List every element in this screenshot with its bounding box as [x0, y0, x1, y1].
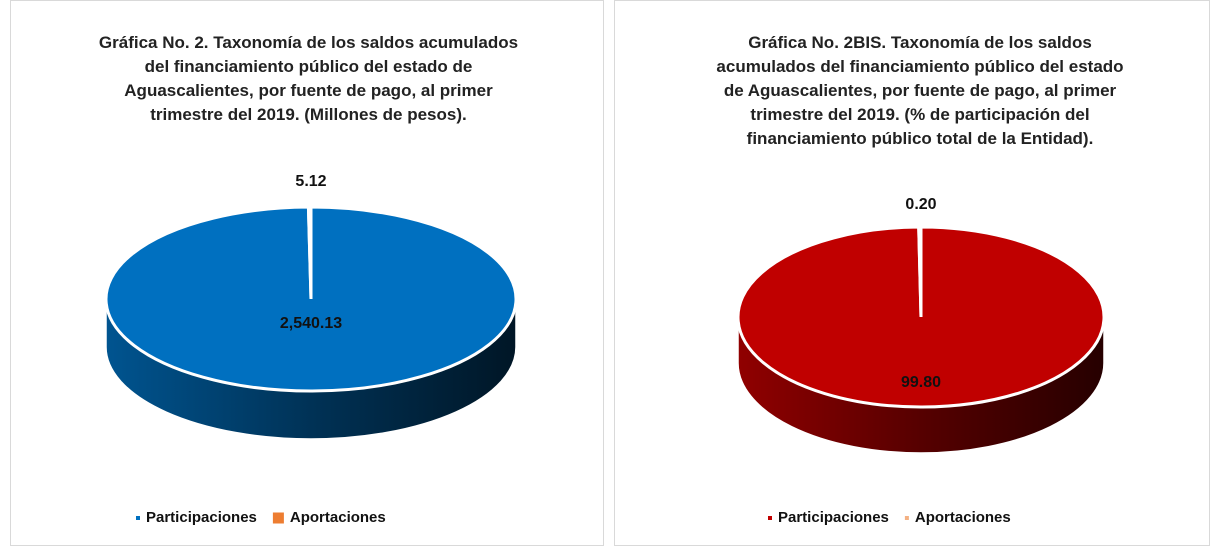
- legend-label: Aportaciones: [915, 509, 1011, 526]
- legend-label: Participaciones: [146, 509, 257, 526]
- chart-panel: Gráfica No. 2BIS. Taxonomía de los saldo…: [614, 0, 1210, 546]
- legend-marker: [136, 516, 140, 520]
- data-label: 5.12: [295, 173, 326, 190]
- legend-marker: [272, 512, 284, 524]
- legend-label: Participaciones: [778, 509, 889, 526]
- data-label: 2,540.13: [280, 315, 342, 332]
- legend-marker: [768, 516, 772, 520]
- data-label: 0.20: [905, 196, 936, 213]
- pie-slice: [917, 225, 923, 318]
- legend-marker: [904, 516, 909, 520]
- pie-slice: [306, 205, 313, 300]
- chart-title: Gráfica No. 2. Taxonomía de los saldos a…: [98, 33, 519, 124]
- chart: 99.80 0.20 Participaciones Aportaciones: [736, 196, 1106, 526]
- chart: 2,540.13 5.12 Participaciones Aportaciones: [104, 173, 518, 526]
- chart-panel: Gráfica No. 2. Taxonomía de los saldos a…: [10, 0, 604, 546]
- data-label: 99.80: [901, 374, 941, 391]
- chart-title: Gráfica No. 2BIS. Taxonomía de los saldo…: [716, 33, 1124, 148]
- legend-label: Aportaciones: [290, 509, 386, 526]
